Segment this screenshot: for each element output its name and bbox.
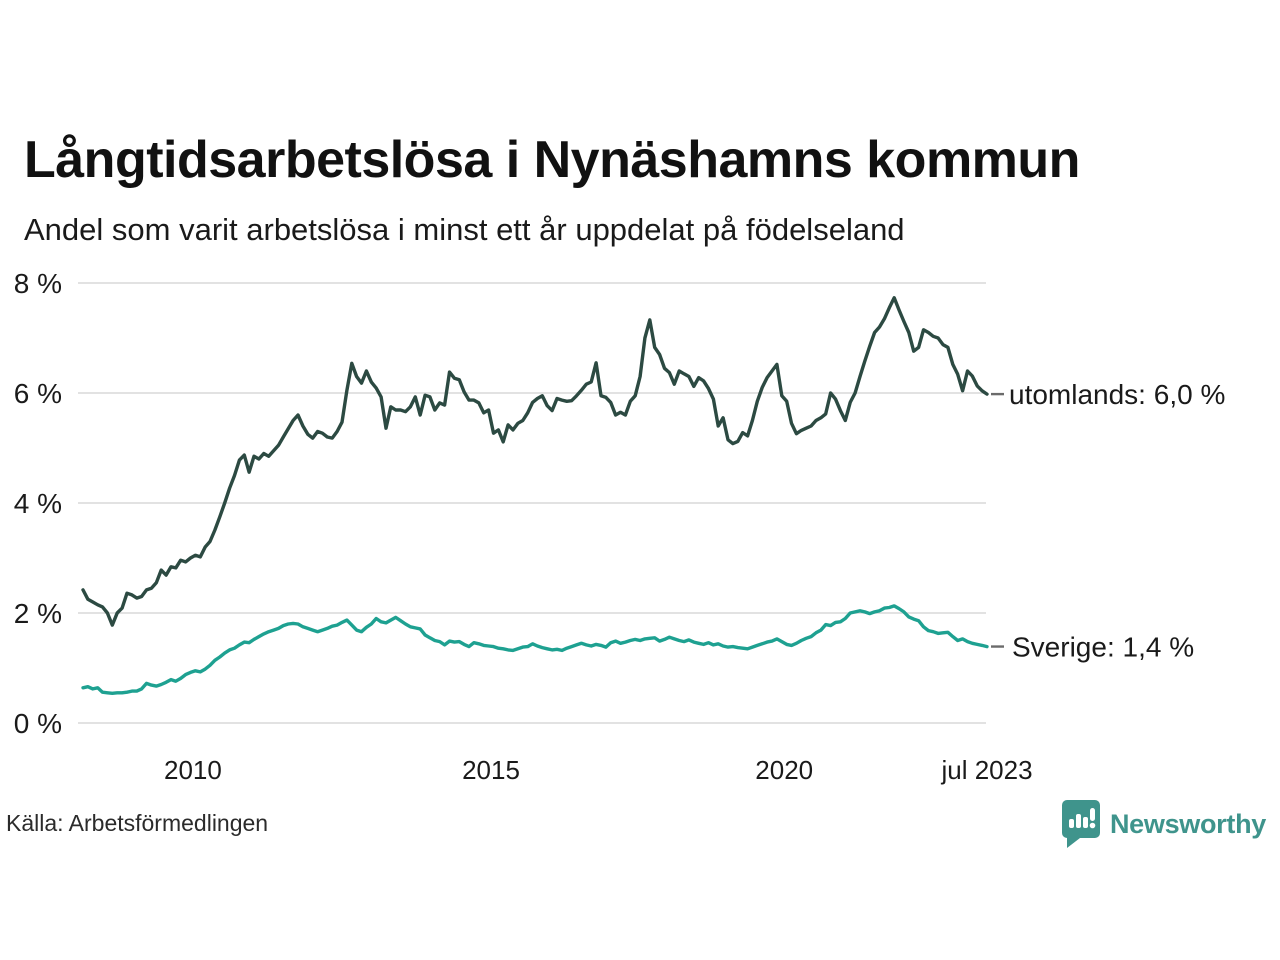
- series-layer: [81, 296, 989, 695]
- y-tick-label: 6 %: [14, 378, 62, 409]
- y-tick-label: 0 %: [14, 708, 62, 739]
- page-subtitle: Andel som varit arbetslösa i minst ett å…: [24, 212, 905, 247]
- series-line-sverige: [81, 604, 989, 695]
- series-line-utomlands: [81, 296, 989, 627]
- y-axis-labels: 8 % 6 % 4 % 2 % 0 %: [14, 268, 62, 739]
- y-tick-label: 8 %: [14, 268, 62, 299]
- series-end-label-sverige: Sverige: 1,4 %: [1012, 632, 1194, 663]
- x-tick-label: 2015: [462, 755, 520, 785]
- leader-dashes: [991, 392, 1004, 648]
- newsworthy-icon: [1061, 800, 1100, 848]
- gridlines-layer: [78, 282, 986, 724]
- series-end-label-utomlands: utomlands: 6,0 %: [1009, 379, 1225, 410]
- chart-area: 8 % 6 % 4 % 2 % 0 % 2010 2015 2020 jul 2023 uto…: [0, 260, 1280, 790]
- y-tick-label: 4 %: [14, 488, 62, 519]
- x-tick-label: 2010: [164, 755, 222, 785]
- page-title: Långtidsarbetslösa i Nynäshamns kommun: [24, 131, 1080, 189]
- x-axis-labels: 2010 2015 2020 jul 2023: [164, 755, 1033, 785]
- x-tick-label: jul 2023: [940, 755, 1032, 785]
- source-note: Källa: Arbetsförmedlingen: [6, 810, 269, 836]
- x-tick-label: 2020: [755, 755, 813, 785]
- brand-logo: Newsworthy: [1061, 800, 1266, 848]
- brand-wordmark: Newsworthy: [1109, 808, 1266, 839]
- y-tick-label: 2 %: [14, 598, 62, 629]
- unemployment-line-chart: 8 % 6 % 4 % 2 % 0 % 2010 2015 2020 jul 2023 uto…: [14, 268, 1226, 785]
